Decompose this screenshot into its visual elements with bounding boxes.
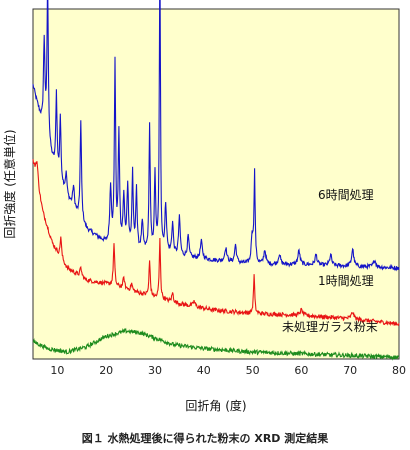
figure-caption: 図１ 水熱処理後に得られた粉末の XRD 測定結果 (82, 431, 329, 445)
x-tick-label: 50 (246, 364, 260, 377)
series-line-2 (32, 327, 400, 361)
x-axis: 10 20 30 40 50 60 70 80 (50, 364, 406, 377)
plot-area (32, 8, 400, 360)
series-label-6h: 6時間処理 (318, 188, 374, 202)
x-axis-label: 回折角 (度) (185, 398, 246, 413)
series-line-0 (32, 0, 400, 272)
x-tick-label: 60 (294, 364, 308, 377)
y-axis-label: 回折強度 (任意単位) (2, 129, 17, 238)
x-tick-label: 20 (99, 364, 113, 377)
series-label-raw-glass: 未処理ガラス粉末 (282, 320, 378, 334)
x-tick-label: 40 (197, 364, 211, 377)
x-tick-label: 70 (343, 364, 357, 377)
x-tick-label: 30 (148, 364, 162, 377)
series-label-1h: 1時間処理 (318, 274, 374, 288)
x-tick-label: 10 (50, 364, 64, 377)
x-tick-label: 80 (392, 364, 406, 377)
series-line-1 (32, 159, 400, 327)
series-layer (32, 0, 400, 361)
